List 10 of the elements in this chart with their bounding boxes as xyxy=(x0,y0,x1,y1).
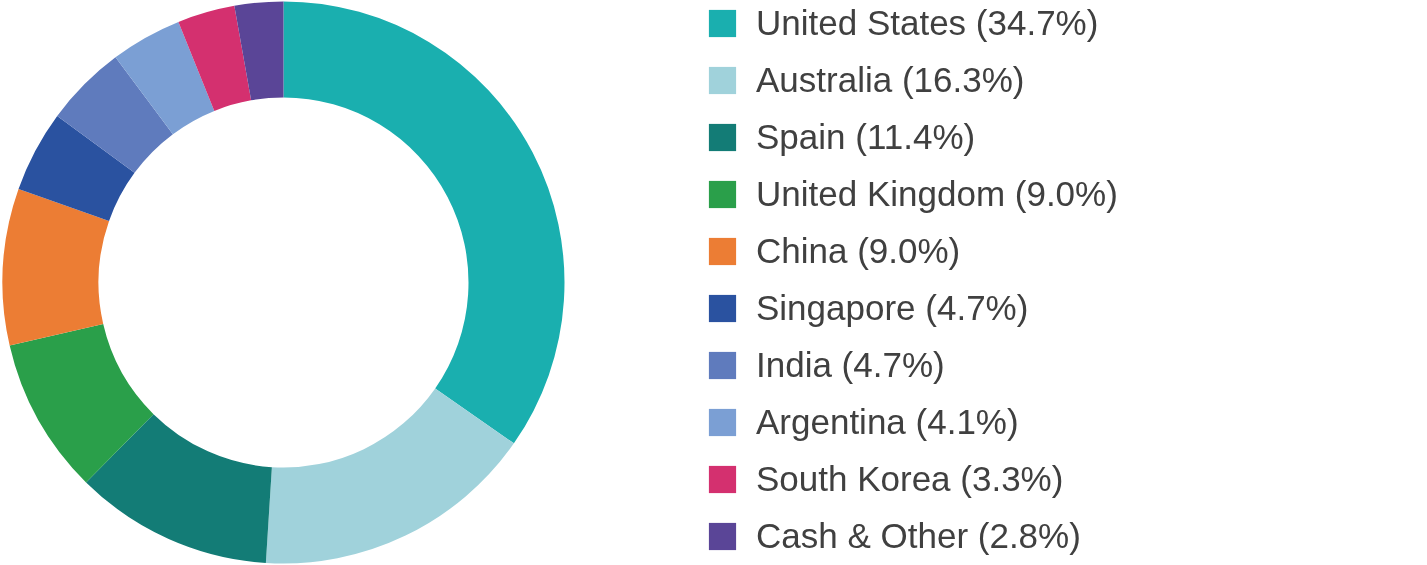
legend-label: Australia (16.3%) xyxy=(756,60,1025,100)
legend-label: South Korea (3.3%) xyxy=(756,459,1064,499)
legend-label: Singapore (4.7%) xyxy=(756,288,1029,328)
legend-label: China (9.0%) xyxy=(756,231,961,271)
legend-label: United States (34.7%) xyxy=(756,3,1099,43)
legend-label: Cash & Other (2.8%) xyxy=(756,516,1081,556)
legend-label: Argentina (4.1%) xyxy=(756,402,1019,442)
legend-label: United Kingdom (9.0%) xyxy=(756,174,1118,214)
legend-label: Spain (11.4%) xyxy=(756,117,976,157)
legend-label: India (4.7%) xyxy=(756,345,945,385)
